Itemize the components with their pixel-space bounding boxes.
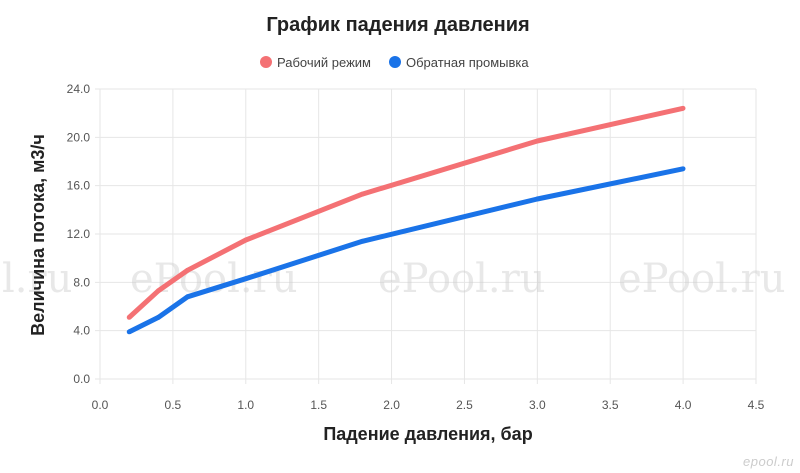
data-point[interactable] xyxy=(360,191,365,197)
y-tick-label: 0.0 xyxy=(73,372,90,386)
data-point[interactable] xyxy=(126,329,132,335)
data-point[interactable] xyxy=(360,238,365,244)
y-axis-title: Величина потока, м3/ч xyxy=(28,134,48,336)
x-tick-label: 3.0 xyxy=(529,398,546,412)
legend: Рабочий режим Обратная промывка xyxy=(260,55,529,70)
x-tick-label: 0.0 xyxy=(92,398,109,412)
y-axis-ticks: 0.0 4.0 8.0 12.0 16.0 20.0 24.0 xyxy=(67,82,91,386)
data-point[interactable] xyxy=(534,196,540,202)
x-axis-ticks: 0.0 0.5 1.0 1.5 2.0 2.5 3.0 3.5 4.0 4.5 xyxy=(92,398,765,412)
y-tick-label: 4.0 xyxy=(73,324,90,338)
x-tick-label: 3.5 xyxy=(602,398,619,412)
y-tick-label: 8.0 xyxy=(73,275,90,289)
watermark-text-left: l.ru xyxy=(2,256,72,302)
x-tick-label: 4.5 xyxy=(748,398,765,412)
data-point[interactable] xyxy=(680,105,686,111)
x-tick-label: 2.5 xyxy=(456,398,473,412)
series-line-backwash[interactable] xyxy=(128,166,684,335)
x-tick-label: 2.0 xyxy=(383,398,400,412)
chart-title: График падения давления xyxy=(266,14,529,36)
data-point[interactable] xyxy=(155,288,161,294)
data-point[interactable] xyxy=(185,267,190,273)
y-tick-label: 20.0 xyxy=(67,130,91,144)
y-tick-label: 24.0 xyxy=(67,82,91,96)
data-point[interactable] xyxy=(185,294,190,300)
x-tick-label: 4.0 xyxy=(675,398,692,412)
legend-item-working[interactable]: Рабочий режим xyxy=(260,55,371,70)
grid xyxy=(95,88,757,384)
y-tick-label: 12.0 xyxy=(67,227,91,241)
data-point[interactable] xyxy=(243,237,249,243)
watermark-text-center-right: ePool.ru xyxy=(378,256,546,302)
data-point[interactable] xyxy=(534,138,540,144)
data-point[interactable] xyxy=(126,314,132,320)
data-point[interactable] xyxy=(680,166,686,172)
legend-label-working: Рабочий режим xyxy=(277,55,371,70)
watermark-logo: epool.ru xyxy=(743,454,794,469)
legend-marker-backwash xyxy=(389,56,401,68)
x-axis-title: Падение давления, бар xyxy=(323,424,532,444)
legend-marker-working xyxy=(260,56,272,68)
legend-label-backwash: Обратная промывка xyxy=(406,55,529,70)
watermark-text-right: ePool.ru xyxy=(618,256,786,302)
watermark: l.ru ePool.ru ePool.ru ePool.ru xyxy=(2,256,786,302)
data-point[interactable] xyxy=(155,314,161,320)
x-tick-label: 1.0 xyxy=(237,398,254,412)
data-point[interactable] xyxy=(243,276,249,282)
x-tick-label: 1.5 xyxy=(310,398,327,412)
x-tick-label: 0.5 xyxy=(165,398,182,412)
y-tick-label: 16.0 xyxy=(67,179,91,193)
series xyxy=(126,105,686,335)
legend-item-backwash[interactable]: Обратная промывка xyxy=(389,55,529,70)
